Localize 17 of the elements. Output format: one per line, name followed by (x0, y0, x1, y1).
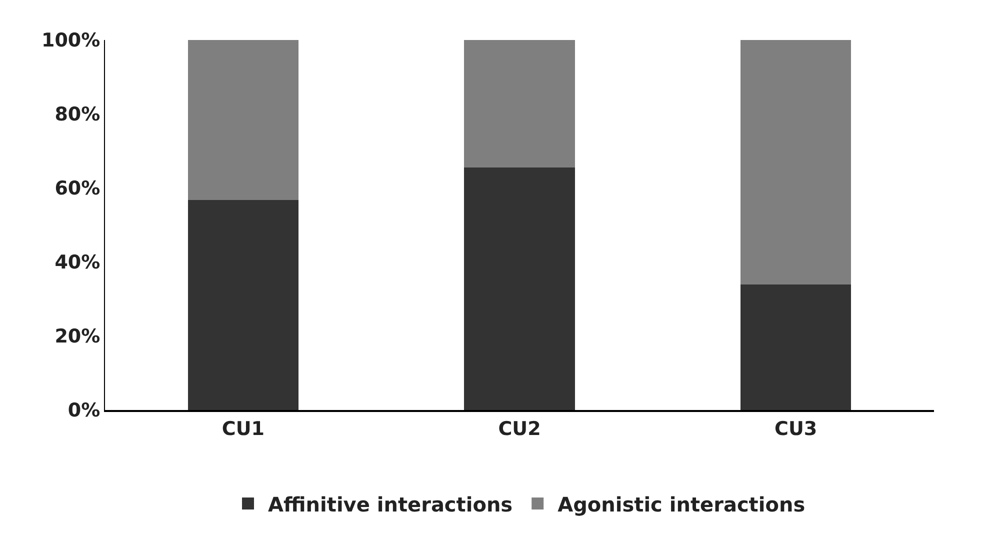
y-tick-label: 60% (54, 178, 100, 200)
x-tick-label: CU2 (498, 418, 541, 440)
x-tick-label: CU1 (222, 418, 264, 440)
y-tick-label: 20% (54, 326, 100, 348)
x-tick-label: CU3 (774, 418, 818, 440)
bar (188, 200, 298, 410)
y-tick-label: 0% (68, 400, 100, 422)
y-tick-label: 80% (54, 104, 100, 126)
legend-label: Agonistic interactions (558, 492, 806, 516)
bar (188, 40, 298, 200)
bar (740, 284, 852, 410)
bar (464, 167, 575, 410)
y-tick-label: 100% (41, 30, 100, 52)
legend-label: Affinitive interactions (268, 492, 513, 516)
bar (464, 40, 575, 168)
y-tick-label: 40% (54, 252, 100, 274)
bar (740, 40, 852, 285)
